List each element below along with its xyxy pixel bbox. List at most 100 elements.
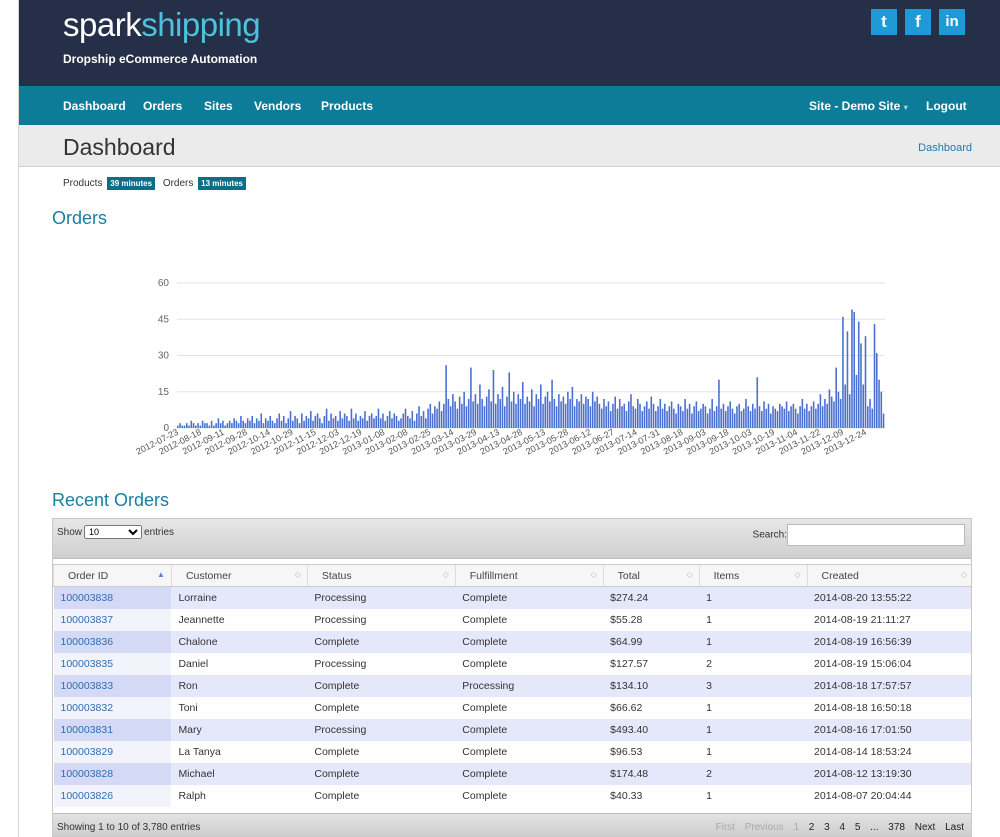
chart-bar (409, 418, 411, 428)
table-row[interactable]: 100003832 Toni Complete Complete $66.62 1 2014… (53, 696, 972, 719)
nav-orders[interactable]: Orders (143, 99, 183, 113)
table-row[interactable]: 100003833 Ron Complete Processing $134.10 3 20… (53, 674, 971, 697)
order-id-link[interactable]: 100003828 (60, 767, 114, 780)
twitter-icon[interactable]: t (871, 9, 897, 35)
chart-bar (535, 394, 538, 428)
chart-bar (461, 403, 463, 428)
order-id-link[interactable]: 100003836 (60, 635, 114, 648)
table-row[interactable]: 100003835 Daniel Processing Complete $127.57… (53, 652, 972, 675)
breadcrumb[interactable]: Dashboard (918, 142, 972, 154)
order-id-link[interactable]: 100003835 (60, 657, 114, 670)
col-items[interactable]: Items ◇ (698, 564, 808, 587)
length-select[interactable]: 10 (84, 525, 143, 539)
chart-bar (546, 391, 549, 428)
chart-bar (425, 418, 427, 428)
chart-bar (364, 411, 366, 428)
orders-chart: 0153045602012-07-232012-08-182012-09-112… (134, 278, 885, 457)
chart-bar (713, 411, 716, 428)
table-row[interactable]: 100003831 Mary Processing Complete $493.40 1 2… (53, 718, 971, 741)
order-id-link[interactable]: 100003838 (60, 591, 114, 604)
facebook-icon[interactable]: f (905, 9, 931, 35)
order-id-link[interactable]: 100003833 (60, 679, 114, 692)
chart-bar (316, 413, 319, 428)
created-cell: 2014-08-16 17:01:50 (807, 718, 971, 741)
pager-page-2[interactable]: 2 (808, 822, 815, 833)
order-id-link[interactable]: 100003826 (60, 789, 114, 802)
col-status[interactable]: Status ◇ (306, 564, 456, 587)
search-input[interactable] (787, 524, 965, 546)
col-order-id[interactable]: Order ID ▲ (53, 564, 172, 587)
pager-page-4[interactable]: 4 (839, 822, 846, 833)
order-id-link[interactable]: 100003829 (60, 745, 114, 758)
chart-bar (528, 401, 531, 428)
chart-bar (718, 379, 720, 428)
chart-bar (648, 408, 650, 428)
chart-bar (278, 413, 281, 428)
nav-products[interactable]: Products (321, 99, 374, 113)
chart-bar (756, 377, 759, 428)
order-id-link[interactable]: 100003832 (60, 701, 114, 714)
linkedin-icon[interactable]: in (939, 9, 965, 35)
brand-logo[interactable]: sparkshipping (63, 6, 261, 44)
chart-bar (612, 403, 614, 428)
items-cell: 1 (699, 630, 808, 653)
chart-bar (400, 418, 402, 428)
table-row[interactable]: 100003828 Michael Complete Complete $174.48 2… (53, 762, 971, 785)
chart-bar (598, 403, 601, 428)
chart-bar (280, 420, 283, 428)
table-row[interactable]: 100003826 Ralph Complete Complete $40.33 1 201… (53, 784, 972, 807)
nav-dashboard[interactable]: Dashboard (63, 99, 126, 113)
col-customer[interactable]: Customer ◇ (170, 564, 308, 587)
col-fulfillment[interactable]: Fulfillment ◇ (454, 564, 604, 587)
table-row[interactable]: 100003838 Lorraine Processing Complete $274.… (53, 586, 971, 609)
sort-icon: ◇ (686, 570, 693, 579)
fulfillment-cell: Processing (455, 674, 604, 697)
chart-bar (418, 406, 420, 428)
pager-page-3[interactable]: 3 (824, 822, 830, 833)
pager-first[interactable]: First (715, 822, 735, 833)
table-row[interactable]: 100003837 Jeannette Processing Complete $55.… (53, 608, 972, 631)
nav-sites[interactable]: Sites (204, 99, 233, 113)
chart-bar (540, 384, 542, 428)
chart-bar (249, 420, 251, 428)
y-tick-label: 0 (163, 423, 169, 434)
chart-bar (186, 423, 188, 428)
chart-bar (558, 394, 560, 428)
pager-page-5[interactable]: 5 (854, 822, 861, 833)
chart-bar (420, 415, 423, 428)
chart-bar (179, 423, 181, 428)
chart-bar (808, 411, 810, 428)
chart-bar (533, 406, 535, 428)
logout-link[interactable]: Logout (926, 99, 967, 113)
col-total[interactable]: Total ◇ (602, 564, 700, 587)
order-id-link[interactable]: 100003837 (60, 613, 114, 626)
col-created[interactable]: Created ◇ (806, 564, 971, 587)
site-selector[interactable]: Site - Demo Site ▾ (809, 99, 908, 113)
chart-bar (729, 401, 731, 428)
chart-bar (301, 413, 303, 428)
chart-bar (682, 411, 684, 428)
chart-bar (655, 411, 657, 428)
chart-bar (183, 425, 186, 428)
chart-bar (237, 423, 240, 428)
chart-bar (490, 401, 492, 428)
products-sync-badge: 39 minutes (107, 177, 156, 190)
items-cell: 2 (706, 657, 712, 670)
nav-vendors[interactable]: Vendors (254, 99, 302, 113)
pager-next[interactable]: Next (914, 822, 936, 833)
chart-bar (790, 406, 792, 428)
chart-bar (810, 406, 813, 428)
order-id-link[interactable]: 100003831 (60, 723, 114, 736)
pager-page-last[interactable]: 378 (888, 822, 905, 833)
chart-bar (470, 367, 472, 428)
table-row[interactable]: 100003829 La Tanya Complete Complete $96.53 1… (53, 740, 972, 763)
pager-last[interactable]: Last (945, 822, 964, 833)
pager-previous[interactable]: Previous (744, 822, 784, 833)
chart-bar (819, 394, 822, 428)
pager-page-1[interactable]: 1 (793, 822, 799, 833)
chart-bar (605, 406, 607, 428)
status-cell: Complete (307, 630, 456, 653)
chart-bar (411, 411, 414, 428)
chart-bar (438, 401, 441, 428)
table-row[interactable]: 100003836 Chalone Complete Complete $64.99 1 2… (53, 630, 971, 653)
